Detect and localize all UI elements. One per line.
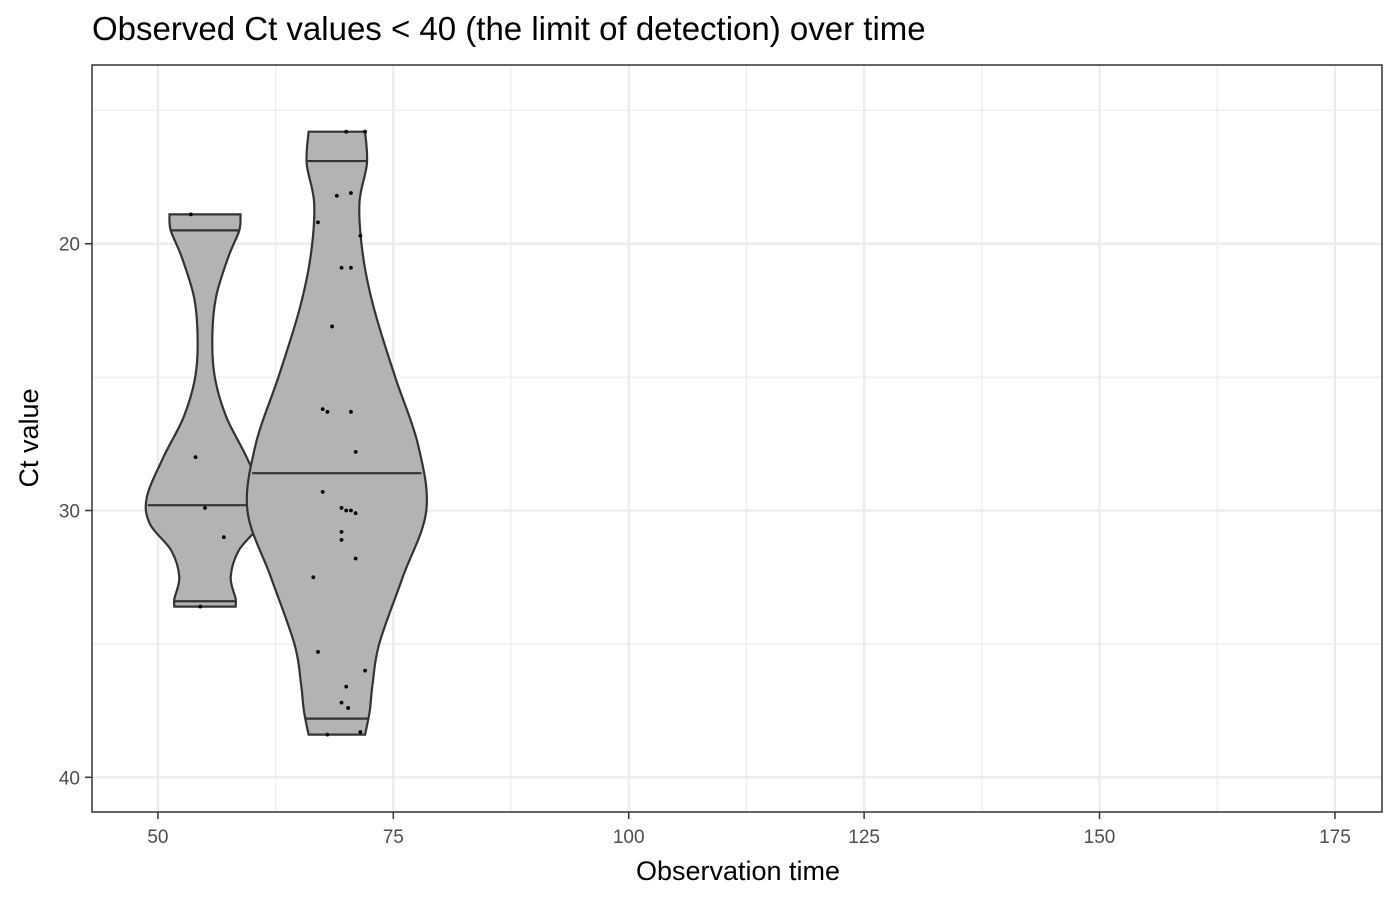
violin-69: [245, 130, 428, 736]
x-axis-title: Observation time: [636, 856, 840, 886]
jitter-point: [221, 535, 226, 540]
jitter-point: [358, 730, 363, 734]
x-tick-label: 75: [383, 827, 404, 848]
jitter-point: [349, 191, 353, 195]
jitter-point: [349, 508, 353, 513]
violins: [144, 130, 428, 736]
jitter-point: [193, 455, 198, 460]
jitter-point: [325, 409, 330, 414]
jitter-point: [339, 537, 344, 542]
jitter-point: [339, 700, 344, 705]
jitter-point: [325, 732, 330, 737]
jitter-point: [320, 489, 325, 494]
violin-55: [144, 213, 266, 608]
jitter-point: [203, 505, 207, 510]
jitter-point: [330, 324, 335, 329]
jitter-point: [344, 508, 349, 513]
jitter-point: [316, 220, 320, 225]
x-axis: 50 75 100 125 150 175: [147, 812, 1351, 848]
jitter-point: [334, 193, 339, 198]
jitter-point: [349, 409, 353, 414]
jitter-point: [344, 684, 349, 689]
x-tick-label: 50: [147, 827, 168, 848]
x-tick-label: 100: [613, 827, 645, 848]
jitter-point: [353, 556, 358, 561]
jitter-point: [311, 575, 316, 580]
jitter-point: [353, 449, 358, 454]
jitter-point: [320, 407, 325, 412]
y-tick-label: 40: [59, 768, 80, 789]
jitter-point: [353, 511, 358, 516]
chart-title: Observed Ct values < 40 (the limit of de…: [92, 10, 926, 47]
y-tick-label: 20: [59, 235, 80, 256]
jitter-point: [339, 505, 344, 510]
x-tick-label: 175: [1319, 827, 1351, 848]
jitter-point: [363, 129, 367, 134]
jitter-point: [346, 706, 351, 710]
y-tick-label: 30: [59, 502, 80, 523]
jitter-points: [188, 129, 367, 737]
jitter-point: [316, 650, 320, 654]
jitter-point: [349, 265, 353, 270]
jitter-point: [363, 668, 367, 673]
y-axis: 20 30 40: [59, 235, 92, 789]
jitter-point: [198, 604, 203, 609]
panel-border: [91, 64, 1383, 813]
x-tick-label: 150: [1084, 827, 1116, 848]
x-tick-label: 125: [848, 827, 880, 848]
y-axis-title: Ct value: [14, 388, 44, 487]
jitter-point: [358, 233, 363, 238]
jitter-point: [344, 129, 349, 134]
jitter-point: [339, 529, 344, 534]
jitter-point: [188, 212, 193, 217]
jitter-point: [339, 265, 344, 270]
